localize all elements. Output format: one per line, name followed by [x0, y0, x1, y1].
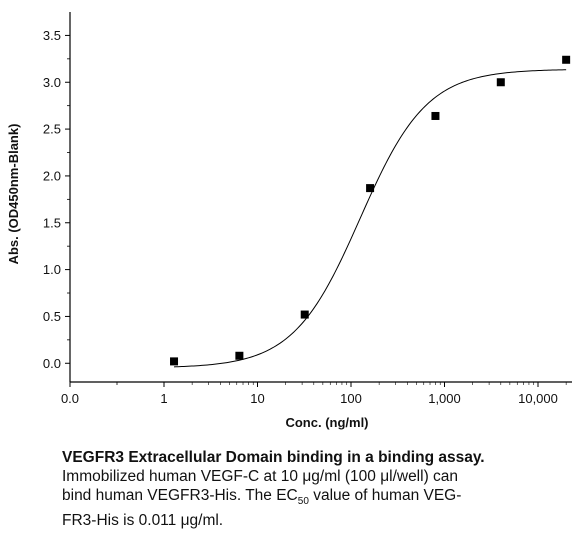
axes [69, 12, 572, 383]
y-axis-label: Abs. (OD450nm-Blank) [6, 124, 21, 265]
x-tick-label: 100 [340, 391, 362, 406]
data-point [170, 357, 179, 366]
data-point [300, 310, 309, 319]
x-axis-label: Conc. (ng/ml) [285, 415, 368, 430]
fit-curve-group [174, 69, 567, 368]
figure-caption: VEGFR3 Extracellular Domain binding in a… [62, 448, 562, 530]
y-tick-label: 2.5 [43, 122, 61, 137]
y-tick-label: 1.5 [43, 215, 61, 230]
data-points [170, 55, 571, 366]
caption-title: VEGFR3 Extracellular Domain binding in a… [62, 449, 485, 466]
x-tick-label: 0.0 [61, 391, 79, 406]
data-point [366, 184, 375, 193]
caption-line-1: Immobilized human VEGF-C at 10 μg/ml (10… [62, 468, 459, 485]
y-tick-label: 0.5 [43, 309, 61, 324]
y-tick-label: 0.0 [43, 356, 61, 371]
fit-curve [174, 69, 567, 368]
caption-line-3: FR3-His is 0.011 μg/ml. [62, 512, 224, 530]
x-tick-label: 10 [250, 391, 264, 406]
y-tick-label: 3.0 [43, 75, 61, 90]
data-point [562, 55, 571, 64]
x-tick-label: 1,000 [428, 391, 461, 406]
chart: 0.0 0.5 1.0 1.5 2.0 2.5 3.0 3.5 0.0 1 10 100 1,000 10… [6, 12, 572, 430]
data-point [235, 351, 244, 360]
data-point [431, 111, 440, 120]
ticks: 0.0 0.5 1.0 1.5 2.0 2.5 3.0 3.5 0.0 1 10 100 1,000 10… [43, 28, 567, 406]
y-tick-label: 2.0 [43, 168, 61, 183]
x-tick-label: 1 [160, 391, 167, 406]
caption-line-2-pre: bind human VEGFR3-His. The EC [62, 487, 298, 504]
y-tick-label: 1.0 [43, 262, 61, 277]
caption-line-2-sub: 50 [297, 496, 309, 508]
y-tick-label: 3.5 [43, 28, 61, 43]
caption-line-2-post: value of human VEG- [308, 487, 462, 504]
caption-body: Immobilized human VEGF-C at 10 μg/ml (10… [62, 468, 461, 529]
x-tick-label: 10,000 [518, 391, 558, 406]
data-point [496, 78, 505, 87]
